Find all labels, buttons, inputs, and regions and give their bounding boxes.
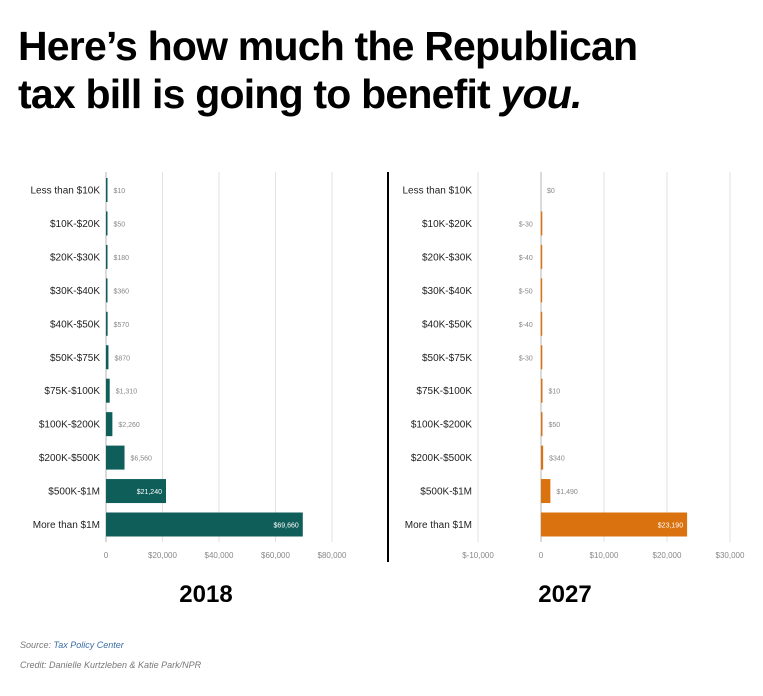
tick-label-2027: $30,000	[716, 551, 745, 560]
bar-2018	[106, 445, 125, 470]
category-label-2027: More than $1M	[405, 520, 472, 531]
value-label-2027: $10	[549, 389, 561, 396]
headline-line-2: tax bill is going to benefit	[18, 71, 501, 117]
category-label-2027: Less than $10K	[403, 186, 473, 197]
bar-2018	[106, 412, 113, 437]
bar-2027	[540, 244, 543, 269]
value-label-2027: $340	[549, 456, 565, 463]
tick-label-2027: $-10,000	[462, 551, 494, 560]
category-label-2018: Less than $10K	[31, 186, 101, 197]
value-label-2027: $1,490	[556, 489, 578, 496]
bar-2027	[540, 311, 543, 336]
category-label-2027: $40K-$50K	[422, 319, 472, 330]
category-label-2027: $50K-$75K	[422, 353, 472, 364]
value-label-2018: $1,310	[116, 389, 138, 396]
category-label-2018: $20K-$30K	[50, 252, 100, 263]
bar-2018	[106, 512, 303, 537]
tick-label-2027: 0	[539, 551, 544, 560]
chart-title-2027: 2027	[538, 581, 591, 608]
value-label-2027: $-40	[519, 255, 533, 262]
category-label-2027: $30K-$40K	[422, 286, 472, 297]
value-label-2018: $360	[114, 288, 130, 295]
credit-line: Credit: Danielle Kurtzleben & Katie Park…	[20, 660, 202, 670]
category-label-2027: $20K-$30K	[422, 252, 472, 263]
category-label-2027: $75K-$100K	[416, 386, 472, 397]
source-label: Source:	[20, 640, 54, 650]
headline-emphasis: you.	[500, 71, 582, 117]
headline: Here’s how much the Republican tax bill …	[18, 22, 758, 118]
bar-2027	[541, 512, 688, 537]
tick-label-2018: $40,000	[205, 551, 234, 560]
category-label-2018: $100K-$200K	[39, 420, 100, 431]
source-link[interactable]: Tax Policy Center	[53, 640, 124, 650]
category-label-2027: $10K-$20K	[422, 219, 472, 230]
category-label-2018: More than $1M	[33, 520, 100, 531]
value-label-2027: $-40	[519, 322, 533, 329]
category-label-2027: $500K-$1M	[420, 487, 472, 498]
category-label-2018: $50K-$75K	[50, 353, 100, 364]
bar-2018	[106, 178, 108, 202]
value-label-2018: $10	[114, 188, 126, 195]
value-label-2027: $-50	[519, 288, 533, 295]
bar-2027	[541, 479, 551, 504]
category-label-2018: $10K-$20K	[50, 219, 100, 230]
headline-line-1: Here’s how much the Republican	[18, 23, 638, 69]
bar-2027	[540, 345, 543, 370]
value-label-2027: $-30	[519, 221, 533, 228]
category-label-2018: $30K-$40K	[50, 286, 100, 297]
value-label-2018: $21,240	[137, 489, 162, 496]
tick-label-2018: $80,000	[318, 551, 347, 560]
category-label-2018: $75K-$100K	[44, 386, 100, 397]
value-label-2018: $2,260	[118, 422, 140, 429]
category-label-2018: $500K-$1M	[48, 487, 100, 498]
value-label-2018: $69,660	[273, 523, 298, 530]
bar-2018	[106, 345, 109, 370]
bar-2027	[541, 412, 543, 437]
value-label-2018: $6,560	[131, 456, 153, 463]
tick-label-2018: 0	[104, 551, 109, 560]
category-label-2027: $200K-$500K	[411, 453, 472, 464]
value-label-2018: $50	[114, 221, 126, 228]
bar-2018	[106, 479, 167, 504]
value-label-2018: $180	[114, 255, 130, 262]
bar-2018	[106, 278, 108, 303]
bar-2018	[106, 211, 108, 236]
bar-2018	[106, 244, 108, 269]
tick-label-2018: $20,000	[148, 551, 177, 560]
chart-title-2018: 2018	[179, 581, 232, 608]
bar-2027	[540, 211, 543, 236]
value-label-2018: $570	[114, 322, 130, 329]
bar-2018	[106, 378, 110, 403]
tick-label-2027: $10,000	[590, 551, 619, 560]
source-line: Source: Tax Policy Center	[20, 640, 124, 650]
category-label-2027: $100K-$200K	[411, 420, 472, 431]
category-label-2018: $200K-$500K	[39, 453, 100, 464]
tick-label-2018: $60,000	[261, 551, 290, 560]
value-label-2027: $0	[547, 188, 555, 195]
value-label-2018: $870	[114, 355, 130, 362]
value-label-2027: $23,190	[658, 523, 683, 530]
value-label-2027: $-30	[519, 355, 533, 362]
value-label-2027: $50	[549, 422, 561, 429]
bar-2027	[540, 278, 543, 303]
bar-2027	[541, 445, 544, 470]
tick-label-2027: $20,000	[653, 551, 682, 560]
bar-2027	[541, 378, 543, 403]
category-label-2018: $40K-$50K	[50, 319, 100, 330]
bar-2018	[106, 311, 108, 336]
